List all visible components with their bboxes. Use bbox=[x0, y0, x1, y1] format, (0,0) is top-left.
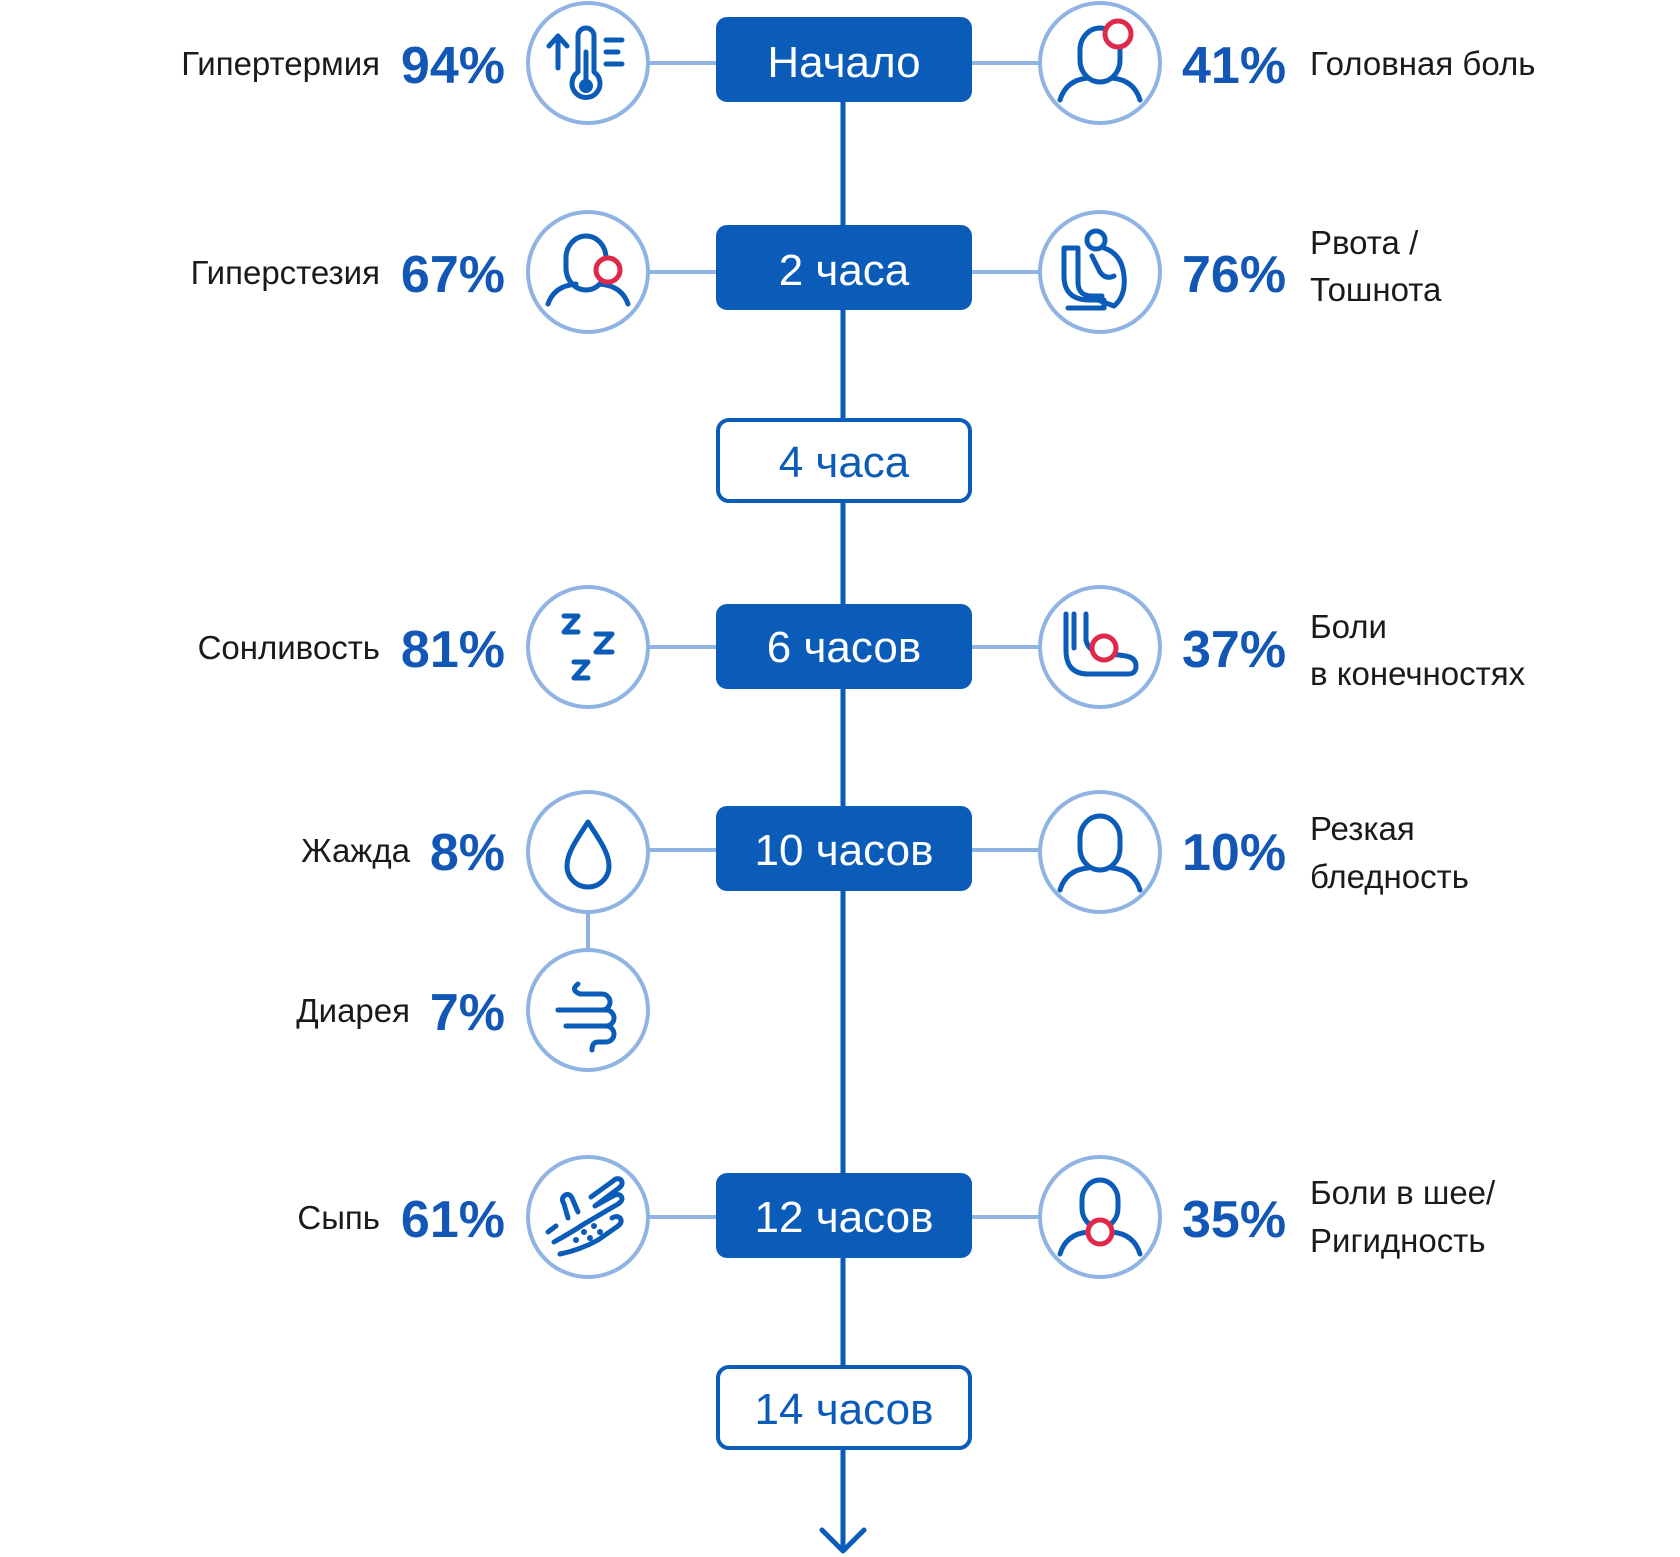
symptom-label: в конечностях bbox=[1310, 655, 1526, 692]
symptom-label: Гипертермия bbox=[181, 45, 380, 82]
symptom-label: Резкая bbox=[1310, 810, 1415, 847]
symptom-label: бледность bbox=[1310, 858, 1469, 895]
symptom-percent: 41% bbox=[1182, 37, 1286, 95]
stage-label: 6 часов bbox=[767, 623, 921, 672]
hand-rash-icon bbox=[526, 1155, 650, 1279]
symptom-vomiting: 76% Рвота / Тошнота bbox=[1038, 210, 1442, 334]
stage-14h: 14 часов bbox=[716, 1365, 972, 1450]
timeline-arrow-head bbox=[819, 1527, 867, 1554]
thermometer-icon bbox=[526, 1, 650, 125]
person-icon bbox=[1038, 790, 1162, 914]
symptom-label: Жажда bbox=[301, 832, 411, 869]
symptom-percent: 10% bbox=[1182, 824, 1286, 882]
symptom-label: Боли в шее/ bbox=[1310, 1174, 1496, 1211]
symptom-label: Сонливость bbox=[198, 629, 380, 666]
symptom-percent: 67% bbox=[401, 246, 505, 304]
symptom-percent: 8% bbox=[430, 824, 505, 882]
symptom-rash: Сыпь 61% bbox=[297, 1155, 650, 1279]
stage-6h: 6 часов bbox=[716, 604, 972, 689]
stage-label: 4 часа bbox=[779, 438, 910, 487]
symptom-drowsiness: Сонливость 81% bbox=[198, 585, 650, 709]
stage-start: Начало bbox=[716, 17, 972, 102]
symptom-label: Ригидность bbox=[1310, 1222, 1486, 1259]
stage-label: 10 часов bbox=[755, 826, 934, 875]
symptom-percent: 61% bbox=[401, 1191, 505, 1249]
symptom-percent: 81% bbox=[401, 621, 505, 679]
vomiting-icon bbox=[1038, 210, 1162, 334]
symptom-headache: 41% Головная боль bbox=[1038, 1, 1535, 125]
stage-label: 14 часов bbox=[755, 1385, 934, 1434]
water-drop-icon bbox=[526, 790, 650, 914]
leg-pain-icon bbox=[1038, 585, 1162, 709]
symptom-thirst: Жажда 8% bbox=[301, 790, 650, 914]
stage-4h: 4 часа bbox=[716, 418, 972, 503]
intestine-icon bbox=[526, 948, 650, 1072]
symptom-percent: 37% bbox=[1182, 621, 1286, 679]
symptom-hyperthermia: Гипертермия 94% bbox=[181, 1, 650, 125]
symptom-label: Диарея bbox=[296, 992, 410, 1029]
symptom-label: Рвота / bbox=[1310, 224, 1419, 261]
stage-12h: 12 часов bbox=[716, 1173, 972, 1258]
symptom-hyperesthesia: Гиперстезия 67% bbox=[191, 210, 650, 334]
symptom-label: Головная боль bbox=[1310, 45, 1535, 82]
symptom-neck-pain: 35% Боли в шее/ Ригидность bbox=[1038, 1155, 1496, 1279]
symptom-percent: 7% bbox=[430, 984, 505, 1042]
stage-10h: 10 часов bbox=[716, 806, 972, 891]
symptom-label: Сыпь bbox=[297, 1199, 380, 1236]
person-pain-icon bbox=[526, 210, 650, 334]
stage-label: Начало bbox=[767, 38, 920, 87]
symptom-label: Гиперстезия bbox=[191, 254, 380, 291]
stage-label: 12 часов bbox=[755, 1193, 934, 1242]
symptom-percent: 94% bbox=[401, 37, 505, 95]
headache-icon bbox=[1038, 1, 1162, 125]
symptom-percent: 35% bbox=[1182, 1191, 1286, 1249]
symptom-diarrhea: Диарея 7% bbox=[296, 948, 650, 1072]
sleep-zzz-icon bbox=[526, 585, 650, 709]
symptom-label: Боли bbox=[1310, 608, 1387, 645]
symptom-pallor: 10% Резкая бледность bbox=[1038, 790, 1469, 914]
symptom-label: Тошнота bbox=[1310, 271, 1442, 308]
neck-pain-icon bbox=[1038, 1155, 1162, 1279]
stage-2h: 2 часа bbox=[716, 225, 972, 310]
symptom-percent: 76% bbox=[1182, 246, 1286, 304]
symptom-limb-pain: 37% Боли в конечностях bbox=[1038, 585, 1526, 709]
stage-label: 2 часа bbox=[779, 246, 910, 295]
